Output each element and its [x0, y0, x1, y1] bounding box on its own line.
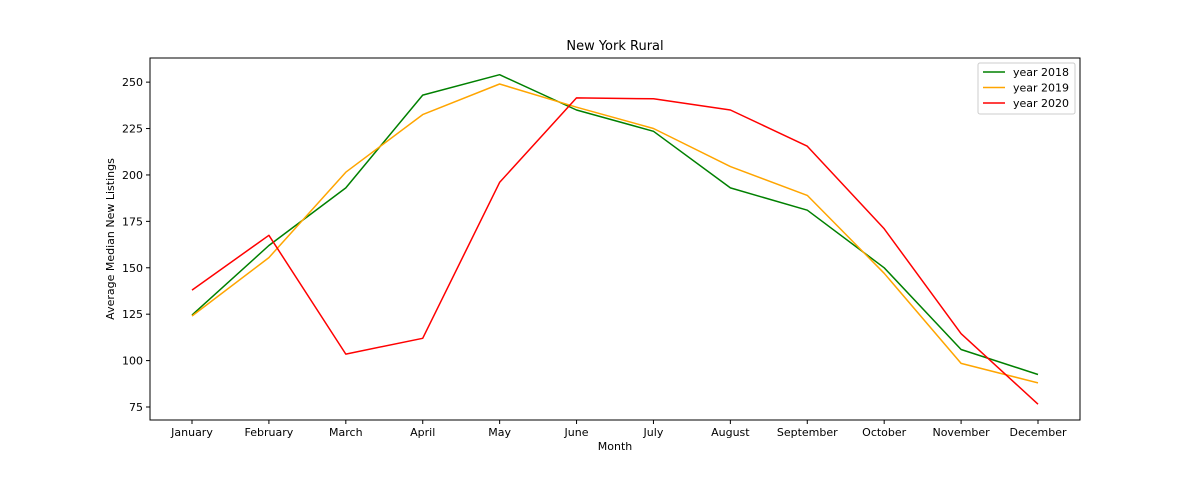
- x-tick-label: May: [488, 426, 511, 439]
- x-tick-label: November: [932, 426, 990, 439]
- series-line-1: [191, 83, 1039, 384]
- y-axis: 75 100 125 150 175 200 225 250: [122, 76, 150, 414]
- x-axis: January February March April May June July Augu…: [170, 420, 1067, 439]
- x-tick-label: January: [170, 426, 213, 439]
- x-tick-label: April: [410, 426, 435, 439]
- x-tick-label: December: [1009, 426, 1067, 439]
- y-tick-label: 100: [122, 355, 143, 368]
- x-tick-label: October: [862, 426, 906, 439]
- legend: year 2018 year 2019 year 2020: [977, 62, 1076, 115]
- y-tick-label: 125: [122, 308, 143, 321]
- legend-label: year 2018: [1013, 66, 1069, 79]
- y-tick-label: 225: [122, 123, 143, 136]
- series-line-2: [191, 97, 1039, 405]
- plot-area-frame: [149, 57, 1081, 421]
- legend-frame: [977, 62, 1076, 115]
- x-tick-label: March: [329, 426, 363, 439]
- legend-label: year 2020: [1013, 97, 1069, 110]
- x-tick-label: August: [711, 426, 750, 439]
- x-axis-label: Month: [598, 440, 633, 453]
- x-tick-label: July: [643, 426, 664, 439]
- x-tick-label: February: [245, 426, 294, 439]
- y-tick-label: 75: [129, 401, 143, 414]
- series-lines: [191, 73, 1039, 405]
- x-tick-label: September: [777, 426, 838, 439]
- y-axis-label: Average Median New Listings: [104, 158, 117, 320]
- y-tick-label: 150: [122, 262, 143, 275]
- chart-title: New York Rural: [566, 39, 663, 54]
- y-tick-label: 200: [122, 169, 143, 182]
- y-tick-label: 175: [122, 215, 143, 228]
- legend-label: year 2019: [1013, 82, 1069, 95]
- y-tick-label: 250: [122, 76, 143, 89]
- series-line-0: [191, 73, 1039, 376]
- x-tick-label: June: [564, 426, 589, 439]
